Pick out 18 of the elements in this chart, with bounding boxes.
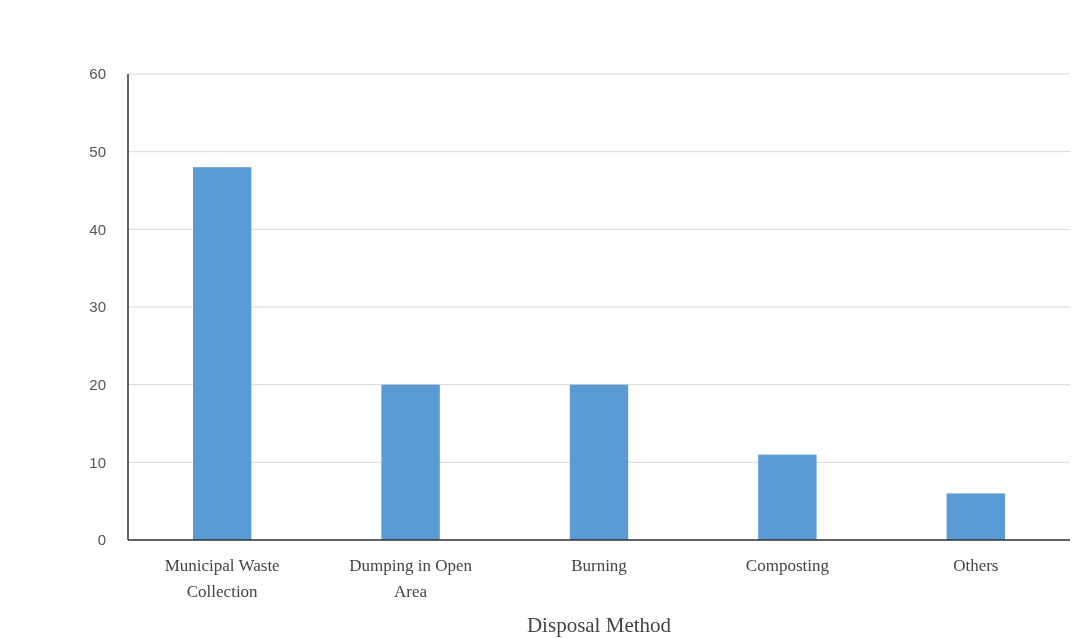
bar <box>946 493 1005 540</box>
bar <box>758 454 817 540</box>
x-tick-label: Composting <box>745 556 830 575</box>
y-tick-label: 60 <box>89 65 106 83</box>
x-tick-label: Municipal Waste Collection <box>164 556 280 601</box>
y-tick-label: 0 <box>97 531 106 549</box>
y-tick-label: 50 <box>89 142 106 160</box>
y-tick-label: 40 <box>89 220 106 238</box>
x-axis-title: Disposal Method <box>526 613 672 637</box>
y-tick-label: 30 <box>89 298 106 316</box>
bar <box>381 384 440 540</box>
x-tick-label: Dumping in Open Area <box>349 556 473 601</box>
y-tick-label: 10 <box>89 453 106 471</box>
x-tick-label: Burning <box>571 556 628 575</box>
bar <box>569 384 629 540</box>
y-tick-label: 20 <box>89 375 106 393</box>
x-tick-label: Others <box>953 556 999 575</box>
bar <box>193 167 252 540</box>
